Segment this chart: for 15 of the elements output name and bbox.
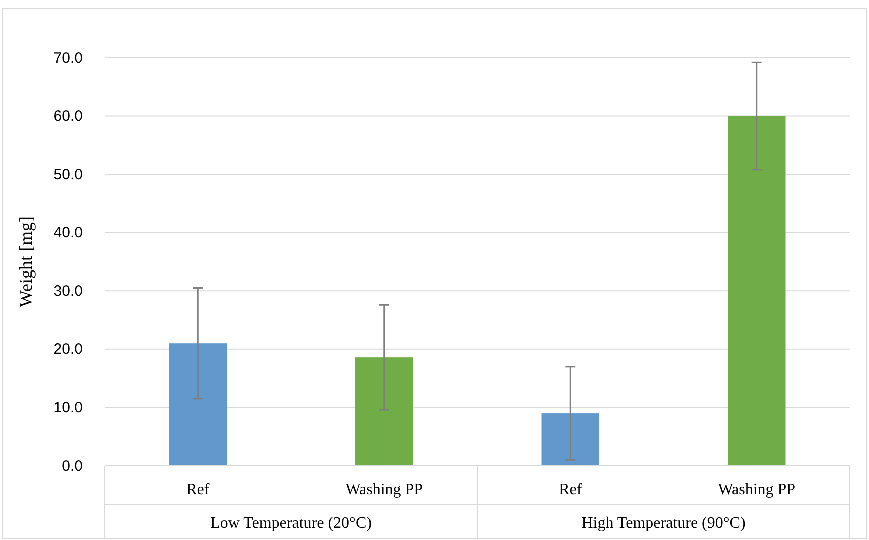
y-axis-title: Weight [mg] [16,216,36,308]
text: Low Temperature (20°C) [210,515,372,532]
y-tick-label: 60.0 [54,108,83,126]
y-tick-label: 30.0 [54,282,83,300]
y-tick-label: 50.0 [54,166,83,184]
y-tick-label: 0.0 [62,458,83,475]
y-tick-label: 70.0 [54,50,83,67]
x-tick-label: Ref [186,481,210,498]
y-tick-label: 40.0 [54,224,83,242]
text: High Temperature (90°C) [582,515,746,532]
y-tick-label: 10.0 [54,400,83,417]
x-tick-label: Washing PP [346,481,424,498]
x-tick-label: Washing PP [718,481,796,498]
y-tick-label: 20.0 [54,341,83,358]
x-tick-label: Ref [559,481,583,498]
